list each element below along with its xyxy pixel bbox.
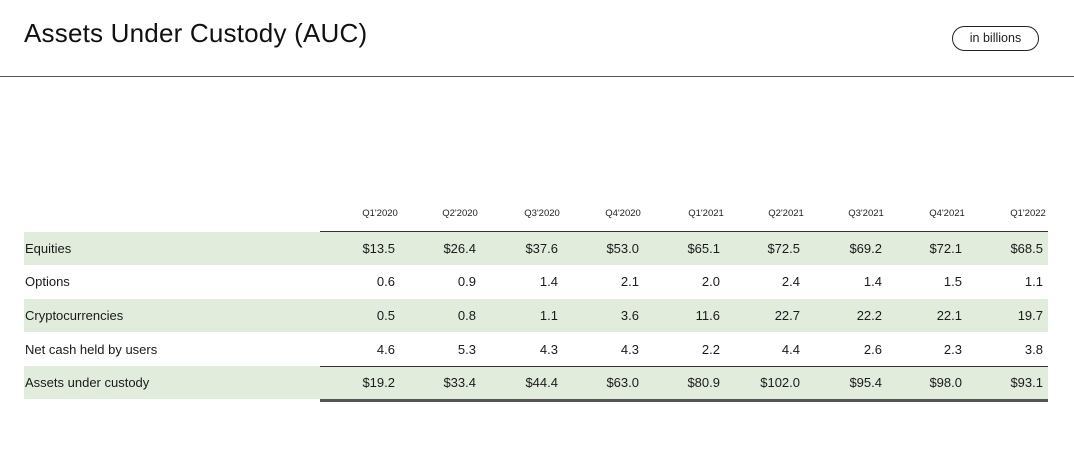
- row-label: Assets under custody: [25, 375, 150, 390]
- table-cell: 22.1: [936, 308, 962, 323]
- column-header-q1-2021: Q1'2021: [688, 208, 724, 219]
- row-label: Equities: [25, 241, 72, 256]
- column-header-q4-2020: Q4'2020: [605, 208, 641, 219]
- row-equities: Equities $13.5 $26.4 $37.6 $53.0 $65.1 $72.5 $6…: [24, 232, 1048, 265]
- row-label: Options: [25, 274, 70, 289]
- column-header-q3-2020: Q3'2020: [524, 208, 560, 219]
- table-cell: 4.3: [620, 342, 639, 357]
- table-cell: $65.1: [687, 241, 720, 256]
- row-cryptocurrencies: Cryptocurrencies 0.5 0.8 1.1 3.6 11.6 22.7 22.2…: [24, 299, 1048, 332]
- table-cell: 4.6: [376, 342, 395, 357]
- table-cell: 22.7: [774, 308, 800, 323]
- row-label: Cryptocurrencies: [25, 308, 124, 323]
- table-cell: 1.4: [539, 274, 558, 289]
- table-cell: 4.3: [539, 342, 558, 357]
- table-cell: $63.0: [606, 375, 639, 390]
- row-assets-under-custody: Assets under custody $19.2 $33.4 $44.4 $63.0…: [24, 366, 1048, 399]
- table-header-row: Q1'2020 Q2'2020 Q3'2020 Q4'2020 Q1'2021 …: [0, 208, 1074, 224]
- table-cell: 1.5: [943, 274, 962, 289]
- table-cell: $93.1: [1010, 375, 1043, 390]
- table-cell: $98.0: [929, 375, 962, 390]
- total-top-rule: [320, 366, 1048, 367]
- table-cell: 0.6: [376, 274, 395, 289]
- table-cell: 19.7: [1017, 308, 1043, 323]
- table-cell: 1.1: [1024, 274, 1043, 289]
- table-cell: $72.1: [929, 241, 962, 256]
- column-header-q2-2021: Q2'2021: [768, 208, 804, 219]
- table-cell: $13.5: [362, 241, 395, 256]
- total-bottom-rule: [320, 399, 1048, 402]
- column-header-q2-2020: Q2'2020: [442, 208, 478, 219]
- table-top-rule: [320, 231, 1048, 232]
- table-cell: 2.4: [781, 274, 800, 289]
- table-cell: 4.4: [781, 342, 800, 357]
- table-cell: 3.6: [620, 308, 639, 323]
- table-cell: 2.1: [620, 274, 639, 289]
- row-options: Options 0.6 0.9 1.4 2.1 2.0 2.4 1.4 1.5 1.1: [24, 265, 1048, 298]
- table-cell: $19.2: [362, 375, 395, 390]
- table-cell: 0.5: [376, 308, 395, 323]
- column-header-q4-2021: Q4'2021: [929, 208, 965, 219]
- table-cell: 2.6: [863, 342, 882, 357]
- column-header-q1-2022: Q1'2022: [1010, 208, 1046, 219]
- column-header-q3-2021: Q3'2021: [848, 208, 884, 219]
- table-cell: 1.4: [863, 274, 882, 289]
- table-cell: 1.1: [539, 308, 558, 323]
- header-divider: [0, 76, 1074, 77]
- table-cell: $69.2: [849, 241, 882, 256]
- table-cell: 2.2: [701, 342, 720, 357]
- table-cell: $95.4: [849, 375, 882, 390]
- column-header-q1-2020: Q1'2020: [362, 208, 398, 219]
- table-cell: 2.3: [943, 342, 962, 357]
- table-cell: $26.4: [443, 241, 476, 256]
- table-cell: $44.4: [525, 375, 558, 390]
- table-cell: 22.2: [856, 308, 882, 323]
- unit-badge: in billions: [952, 26, 1039, 51]
- table-cell: 3.8: [1024, 342, 1043, 357]
- table-cell: 0.8: [457, 308, 476, 323]
- table-cell: $80.9: [687, 375, 720, 390]
- row-label: Net cash held by users: [25, 342, 158, 357]
- table-cell: $72.5: [767, 241, 800, 256]
- table-cell: $102.0: [760, 375, 800, 390]
- table-cell: $37.6: [525, 241, 558, 256]
- table-cell: 0.9: [457, 274, 476, 289]
- table-cell: $68.5: [1010, 241, 1043, 256]
- page-title: Assets Under Custody (AUC): [24, 18, 368, 48]
- table-cell: 2.0: [701, 274, 720, 289]
- table-cell: 11.6: [695, 308, 720, 323]
- table-cell: $33.4: [443, 375, 476, 390]
- row-net-cash: Net cash held by users 4.6 5.3 4.3 4.3 2.2 4.4…: [24, 333, 1048, 366]
- table-cell: 5.3: [457, 342, 476, 357]
- table-cell: $53.0: [606, 241, 639, 256]
